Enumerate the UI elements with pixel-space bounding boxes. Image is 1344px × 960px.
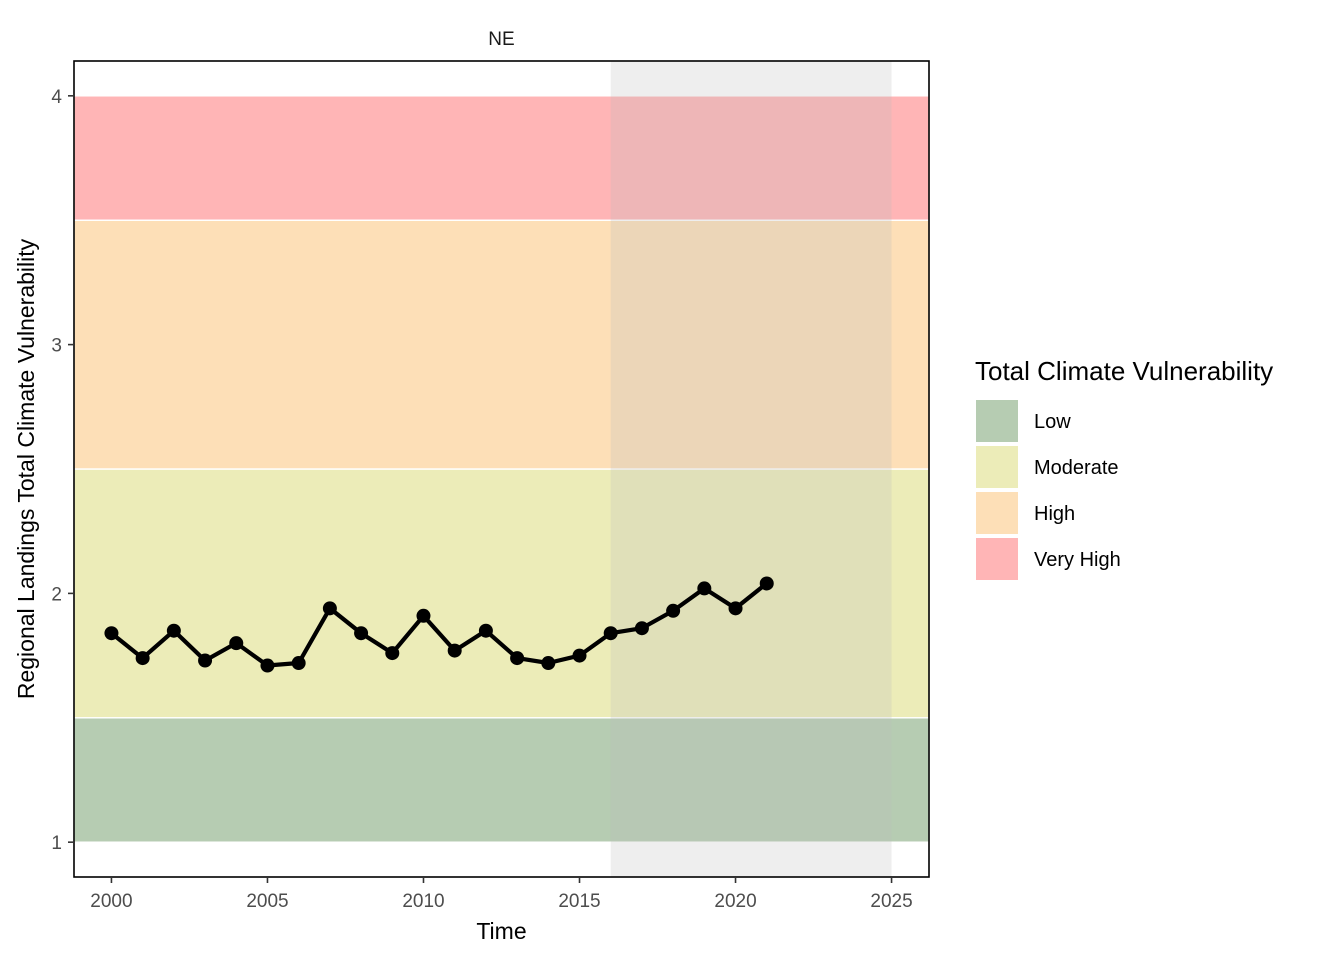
facet-label: NE xyxy=(488,29,514,50)
band-very-high xyxy=(73,95,930,221)
data-point xyxy=(447,643,462,658)
y-axis-title: Regional Landings Total Climate Vulnerab… xyxy=(13,238,39,699)
data-point xyxy=(759,576,774,591)
data-point xyxy=(385,646,400,661)
x-tick-label: 2000 xyxy=(90,891,132,912)
legend-label: High xyxy=(1034,503,1075,525)
shaded-period xyxy=(610,61,892,877)
x-tick-label: 2010 xyxy=(402,891,444,912)
x-tick-label: 2005 xyxy=(246,891,288,912)
legend-label: Low xyxy=(1034,411,1071,433)
series-layer xyxy=(104,576,774,673)
x-tick-label: 2025 xyxy=(870,891,912,912)
data-point xyxy=(229,636,244,651)
data-point xyxy=(291,656,306,671)
data-point xyxy=(728,601,743,616)
x-tick-label: 2020 xyxy=(714,891,756,912)
data-point xyxy=(572,648,587,663)
legend: Total Climate Vulnerability Low Moderate H… xyxy=(975,356,1273,580)
data-point xyxy=(666,603,681,618)
legend-swatch-very-high xyxy=(976,538,1018,580)
legend-items: Low Moderate High Very High xyxy=(976,400,1121,580)
x-tick-label: 2015 xyxy=(558,891,600,912)
legend-swatch-low xyxy=(976,400,1018,442)
legend-label: Very High xyxy=(1034,549,1121,571)
legend-swatch-moderate xyxy=(976,446,1018,488)
data-point xyxy=(478,623,493,638)
y-tick-label: 2 xyxy=(51,584,62,605)
data-point xyxy=(603,626,618,641)
y-tick-label: 3 xyxy=(51,336,62,357)
y-tick-label: 1 xyxy=(51,833,62,854)
panel-border xyxy=(73,60,930,878)
band-moderate xyxy=(73,468,930,719)
data-point xyxy=(354,626,369,641)
data-point xyxy=(322,601,337,616)
x-axis-title: Time xyxy=(476,918,526,944)
data-point xyxy=(634,621,649,636)
legend-title: Total Climate Vulnerability xyxy=(975,356,1273,386)
plot-area xyxy=(73,60,930,878)
data-point xyxy=(166,623,181,638)
band-low xyxy=(73,717,930,843)
data-point xyxy=(260,658,275,673)
y-tick-label: 4 xyxy=(51,87,62,108)
data-point xyxy=(416,608,431,623)
data-point xyxy=(104,626,119,641)
y-axis: 1 2 3 4 xyxy=(51,87,74,854)
vulnerability-bands xyxy=(73,95,930,843)
series-line xyxy=(109,581,769,668)
data-point xyxy=(697,581,712,596)
data-point xyxy=(541,656,556,671)
data-point xyxy=(198,653,213,668)
projection-shade-layer xyxy=(610,61,892,877)
data-point xyxy=(510,651,525,666)
legend-label: Moderate xyxy=(1034,457,1119,479)
legend-swatch-high xyxy=(976,492,1018,534)
x-axis: 2000 2005 2010 2015 2020 2025 xyxy=(90,877,913,912)
data-point xyxy=(135,651,150,666)
